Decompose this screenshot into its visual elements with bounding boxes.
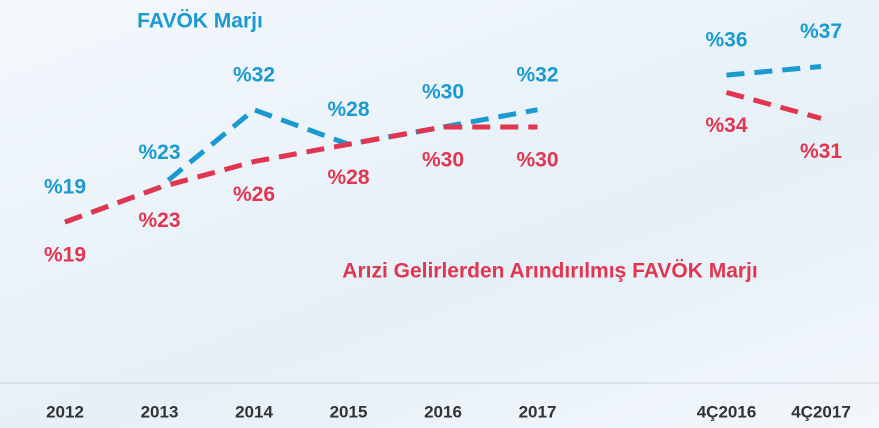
x-tick-label: 2012 bbox=[46, 402, 84, 421]
data-label: %19 bbox=[44, 176, 86, 199]
data-label: %30 bbox=[422, 81, 464, 104]
line bbox=[64, 64, 822, 225]
data-label: %23 bbox=[138, 141, 180, 164]
data-label: %19 bbox=[44, 244, 86, 267]
x-tick-label: 2015 bbox=[330, 402, 368, 421]
x-tick-label: 2013 bbox=[141, 402, 179, 421]
data-label: %30 bbox=[422, 149, 464, 172]
data-label: %34 bbox=[705, 114, 747, 137]
data-label: %32 bbox=[516, 63, 558, 86]
line bbox=[64, 90, 822, 225]
data-label: %28 bbox=[327, 166, 369, 189]
legend-label: FAVÖK Marjı bbox=[137, 10, 263, 33]
data-label: %28 bbox=[327, 98, 369, 121]
data-label: %32 bbox=[233, 63, 275, 86]
x-tick-label: 4Ç2017 bbox=[791, 402, 851, 421]
x-tick-label: 2014 bbox=[235, 402, 273, 421]
data-label: %36 bbox=[705, 29, 747, 52]
data-label: %30 bbox=[516, 149, 558, 172]
data-label: %37 bbox=[800, 20, 842, 43]
legend-label: Arızi Gelirlerden Arındırılmış FAVÖK Mar… bbox=[342, 260, 757, 283]
data-label: %26 bbox=[233, 183, 275, 206]
data-label: %31 bbox=[800, 140, 842, 163]
x-tick-label: 4Ç2016 bbox=[697, 402, 757, 421]
data-label: %23 bbox=[138, 209, 180, 232]
x-tick-label: 2016 bbox=[424, 402, 462, 421]
x-tick-label: 2017 bbox=[519, 402, 557, 421]
